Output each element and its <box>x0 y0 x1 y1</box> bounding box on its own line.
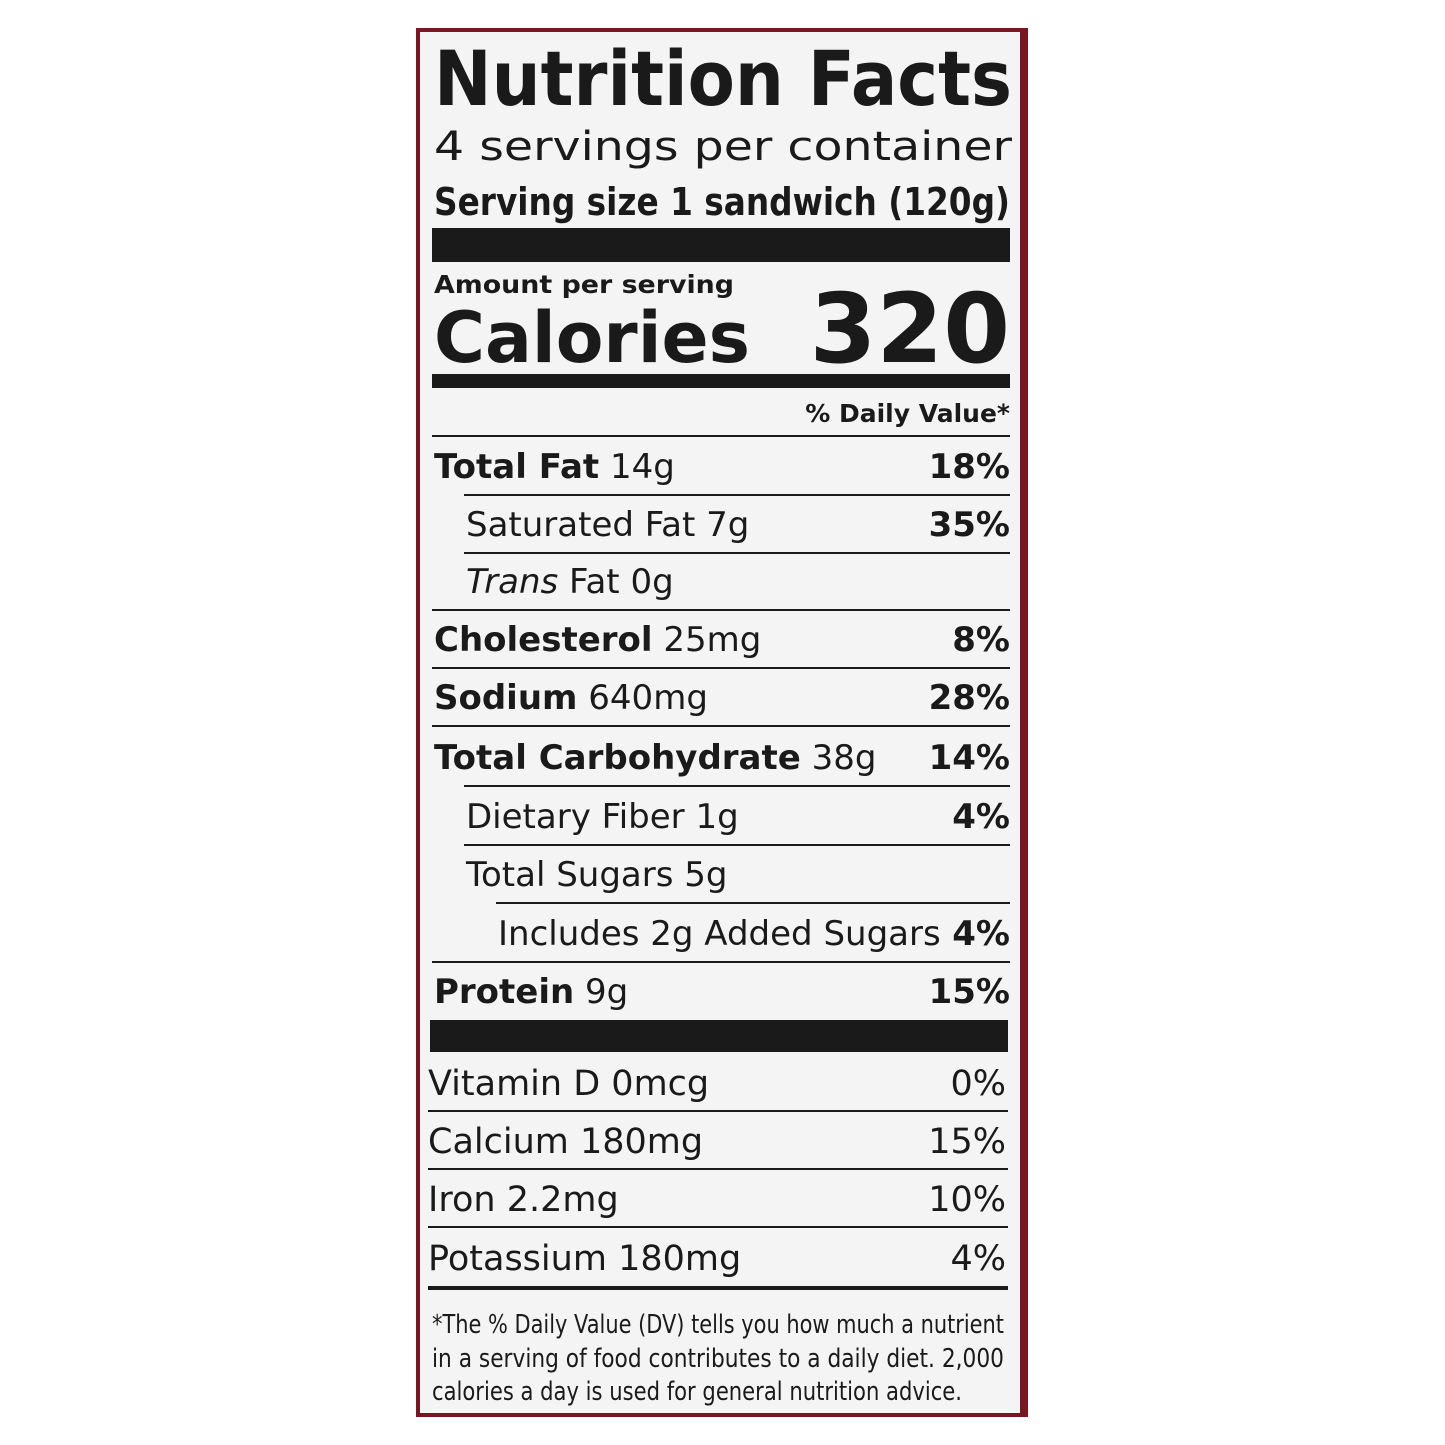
nutrient-amount: 14g <box>610 447 675 487</box>
vitamin-amount: 0mcg <box>611 1064 709 1104</box>
nutrient-name: Sodium <box>434 678 577 718</box>
nutrient-row: Trans Fat 0g <box>466 562 674 602</box>
rule <box>432 725 1010 727</box>
rule <box>464 785 1010 787</box>
nutrient-amount: 640mg <box>588 678 708 718</box>
vitamin-name: Vitamin D <box>428 1064 600 1104</box>
daily-value: 15% <box>928 1122 1006 1162</box>
footnote-line: in a serving of food contributes to a da… <box>432 1344 1004 1374</box>
medium-rule <box>432 374 1010 388</box>
vitamin-amount: 180mg <box>580 1122 703 1162</box>
thick-rule <box>432 228 1010 262</box>
nutrient-amount: 0g <box>630 562 673 602</box>
title: Nutrition Facts <box>434 34 1012 123</box>
nutrient-name: Includes 2g Added Sugars <box>498 914 941 954</box>
nutrient-row: Cholesterol 25mg <box>434 620 761 660</box>
rule <box>428 1110 1008 1112</box>
serving-size-value: 1 sandwich (120g) <box>670 180 1010 224</box>
rule <box>432 435 1010 437</box>
vitamin-row: Vitamin D 0mcg <box>428 1064 709 1104</box>
rule <box>432 667 1010 669</box>
serving-size: Serving size 1 sandwich (120g) <box>434 180 1010 224</box>
nutrient-row: Dietary Fiber 1g <box>466 797 739 837</box>
nutrient-row: Total Sugars 5g <box>465 855 727 895</box>
rule <box>496 902 1010 904</box>
calories-value: 320 <box>810 273 1010 385</box>
daily-value: 10% <box>928 1180 1006 1220</box>
footnote-line: calories a day is used for general nutri… <box>432 1377 962 1407</box>
servings: 4 servings per container <box>434 124 1013 170</box>
daily-value: 18% <box>929 447 1010 487</box>
label-panel <box>420 32 1020 1413</box>
nutrient-name: Protein <box>434 972 574 1012</box>
footnote-line: *The % Daily Value (DV) tells you how mu… <box>432 1310 1004 1340</box>
nutrient-amount: 9g <box>585 972 628 1012</box>
rule <box>428 1226 1008 1228</box>
daily-value: 0% <box>950 1064 1006 1104</box>
thick-rule <box>430 1020 1008 1052</box>
nutrient-row: Total Fat 14g <box>434 447 675 487</box>
nutrient-name: Total Fat <box>434 447 599 487</box>
rule <box>464 552 1010 554</box>
vitamin-name: Iron <box>428 1180 496 1220</box>
nutrient-name: Fat <box>569 562 620 602</box>
medium-rule <box>428 1286 1008 1290</box>
nutrient-amount: 38g <box>812 738 877 778</box>
vitamin-name: Calcium <box>428 1122 569 1162</box>
nutrient-amount: 7g <box>706 505 749 545</box>
nutrient-row: Includes 2g Added Sugars <box>498 914 941 954</box>
vitamin-amount: 180mg <box>618 1239 741 1279</box>
rule <box>428 1168 1008 1170</box>
daily-value: 4% <box>952 914 1010 954</box>
vitamin-row: Iron 2.2mg <box>428 1180 619 1220</box>
vitamin-amount: 2.2mg <box>507 1180 619 1220</box>
serving-size-label: Serving size <box>434 180 659 224</box>
rule <box>464 494 1010 496</box>
vitamin-row: Calcium 180mg <box>428 1122 703 1162</box>
nutrient-amount: 5g <box>684 855 727 895</box>
daily-value: 4% <box>952 797 1010 837</box>
nutrient-amount: 1g <box>695 797 738 837</box>
rule <box>432 961 1010 963</box>
nutrient-row: Sodium 640mg <box>434 678 708 718</box>
nutrient-name: Trans <box>466 562 558 602</box>
nutrient-name: Total Carbohydrate <box>434 738 801 778</box>
nutrient-name: Dietary Fiber <box>466 797 685 837</box>
daily-value: 4% <box>950 1239 1006 1279</box>
nutrient-row: Saturated Fat 7g <box>466 505 749 545</box>
nutrient-row: Protein 9g <box>434 972 628 1012</box>
daily-value: 8% <box>952 620 1010 660</box>
vitamin-name: Potassium <box>428 1239 607 1279</box>
nutrient-name: Total Sugars <box>465 855 673 895</box>
daily-value-header: % Daily Value* <box>805 399 1010 428</box>
calories-label: Calories <box>434 297 750 379</box>
daily-value: 15% <box>929 972 1010 1012</box>
nutrient-name: Cholesterol <box>434 620 653 660</box>
amount-per-serving: Amount per serving <box>434 270 734 299</box>
vitamin-row: Potassium 180mg <box>428 1239 741 1279</box>
nutrient-name: Saturated Fat <box>466 505 695 545</box>
nutrient-row: Total Carbohydrate 38g <box>434 738 876 778</box>
rule <box>432 609 1010 611</box>
daily-value: 14% <box>929 738 1010 778</box>
daily-value: 28% <box>929 678 1010 718</box>
daily-value: 35% <box>929 505 1010 545</box>
rule <box>464 844 1010 846</box>
nutrient-amount: 25mg <box>663 620 761 660</box>
